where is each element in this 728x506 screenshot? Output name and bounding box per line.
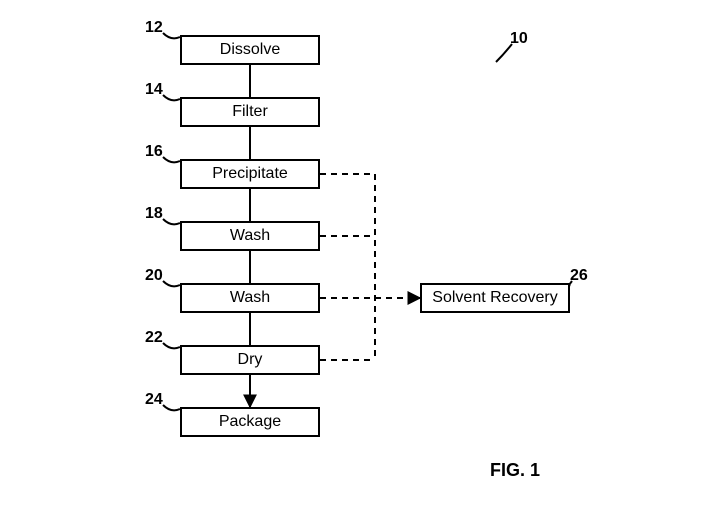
ref-22: 22	[145, 329, 163, 347]
step-wash2: Wash	[180, 283, 320, 313]
step-filter: Filter	[180, 97, 320, 127]
diagram-canvas: Dissolve Filter Precipitate Wash Wash Dr…	[0, 0, 728, 506]
step-label: Solvent Recovery	[432, 289, 557, 307]
connectors-svg	[0, 0, 728, 506]
step-label: Precipitate	[212, 165, 288, 183]
ref-18: 18	[145, 205, 163, 223]
ref-20: 20	[145, 267, 163, 285]
step-wash1: Wash	[180, 221, 320, 251]
figure-label: FIG. 1	[490, 460, 540, 481]
step-label: Wash	[230, 289, 270, 307]
ref-16: 16	[145, 143, 163, 161]
step-precipitate: Precipitate	[180, 159, 320, 189]
step-label: Wash	[230, 227, 270, 245]
step-label: Dissolve	[220, 41, 280, 59]
ref-10: 10	[510, 30, 528, 48]
ref-26: 26	[570, 267, 588, 285]
step-dry: Dry	[180, 345, 320, 375]
step-label: Dry	[238, 351, 263, 369]
ref-14: 14	[145, 81, 163, 99]
step-label: Package	[219, 413, 281, 431]
step-label: Filter	[232, 103, 268, 121]
step-package: Package	[180, 407, 320, 437]
step-solvent-recovery: Solvent Recovery	[420, 283, 570, 313]
ref-24: 24	[145, 391, 163, 409]
step-dissolve: Dissolve	[180, 35, 320, 65]
ref-12: 12	[145, 19, 163, 37]
